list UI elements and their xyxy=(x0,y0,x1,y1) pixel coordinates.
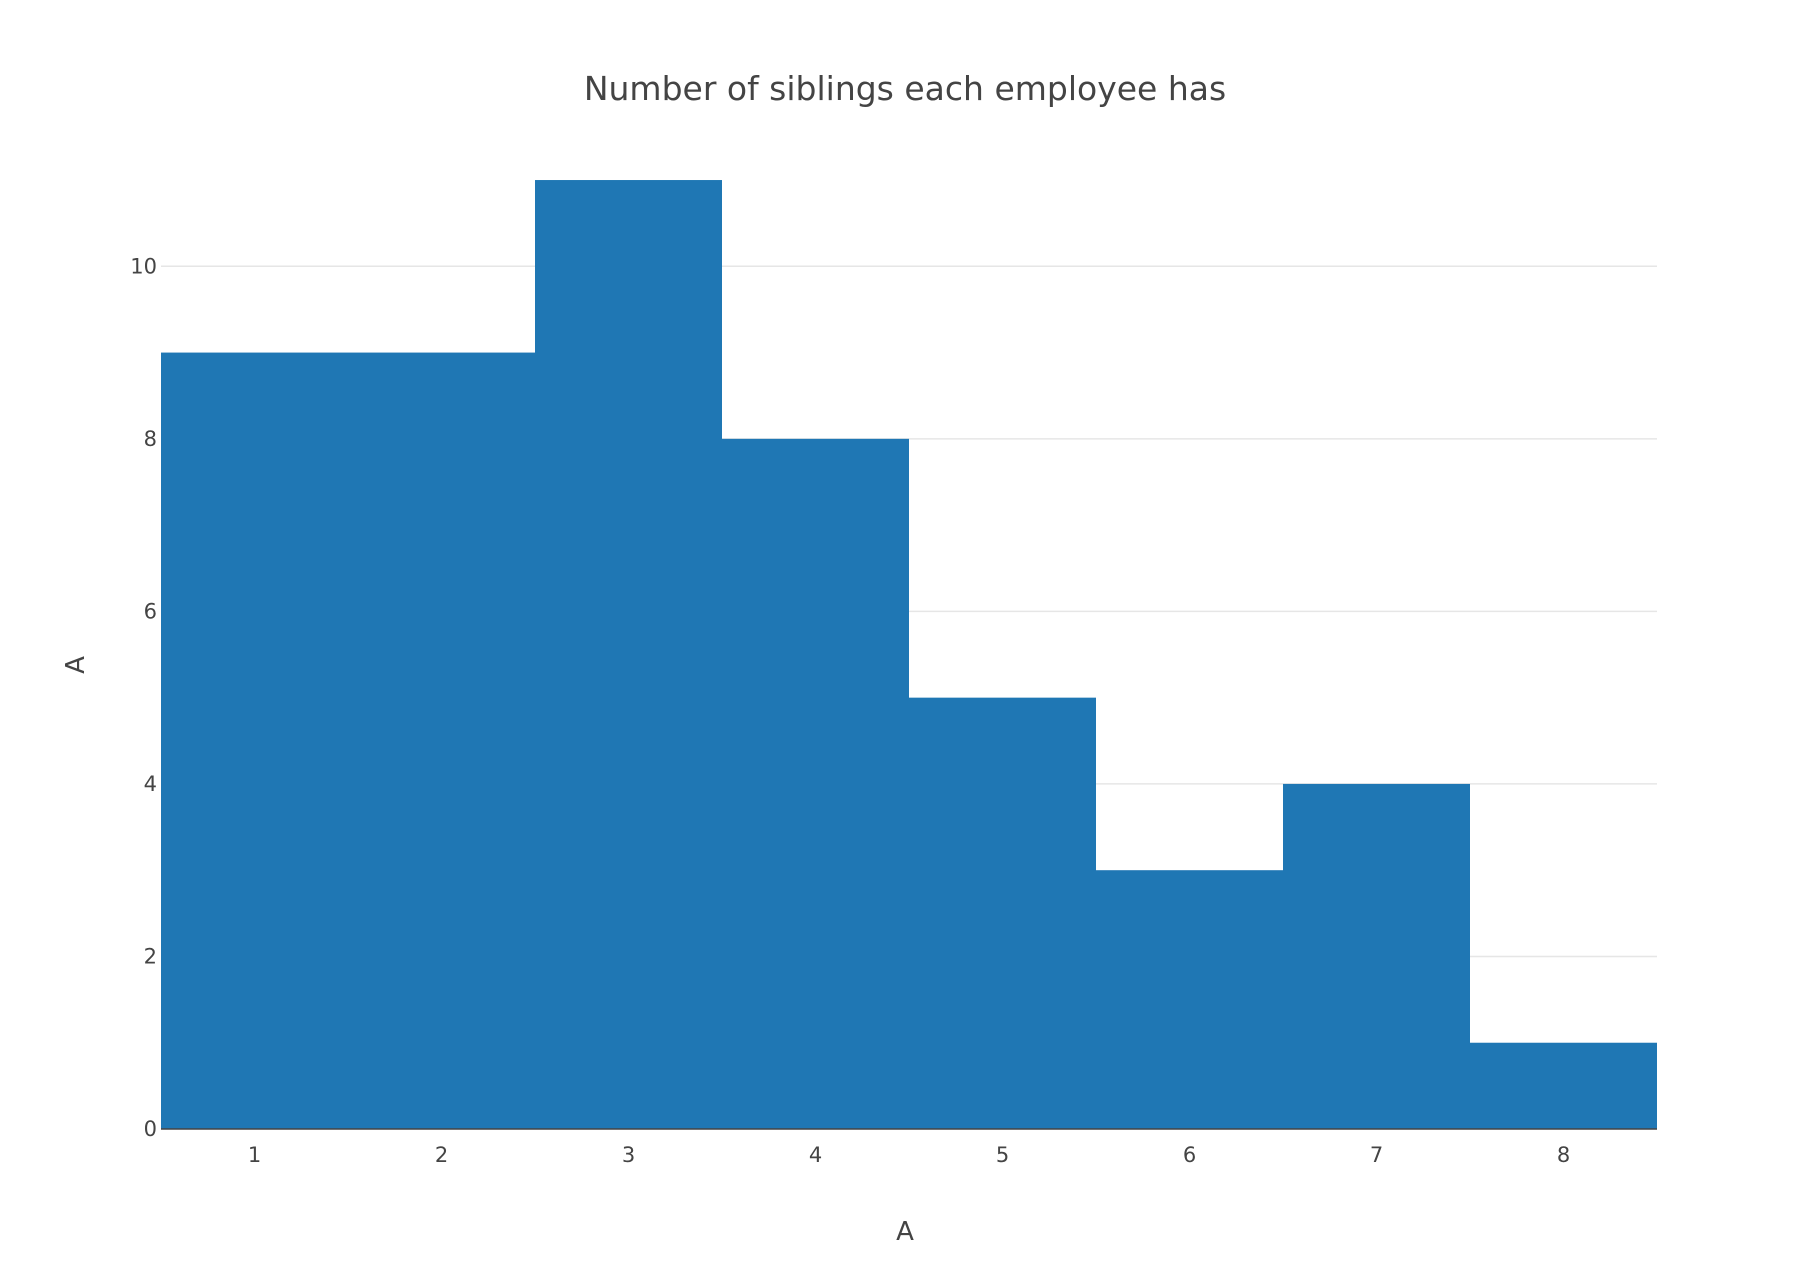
bar xyxy=(1096,870,1283,1129)
x-tick-label: 7 xyxy=(1370,1143,1383,1167)
bar xyxy=(348,352,535,1129)
x-tick-label: 6 xyxy=(1183,1143,1196,1167)
x-tick-label: 3 xyxy=(622,1143,635,1167)
y-tick-label: 8 xyxy=(144,427,157,451)
bars xyxy=(161,180,1657,1130)
bar xyxy=(722,438,909,1129)
x-tick-label: 1 xyxy=(248,1143,261,1167)
x-axis-label: A xyxy=(896,1217,914,1247)
y-axis-label: A xyxy=(61,656,91,674)
bar xyxy=(1470,1042,1657,1129)
bar xyxy=(1283,783,1470,1129)
y-tick-label: 6 xyxy=(144,599,157,623)
x-tick-label: 2 xyxy=(435,1143,448,1167)
x-tick-label: 4 xyxy=(809,1143,822,1167)
x-tick-label: 8 xyxy=(1557,1143,1570,1167)
bar xyxy=(535,180,722,1130)
y-tick-label: 0 xyxy=(144,1117,157,1141)
y-tick-label: 10 xyxy=(130,254,157,278)
bar xyxy=(161,352,348,1129)
y-tick-label: 4 xyxy=(144,772,157,796)
x-tick-label: 5 xyxy=(996,1143,1009,1167)
bar xyxy=(909,697,1096,1129)
chart-title: Number of siblings each employee has xyxy=(584,69,1226,108)
y-tick-label: 2 xyxy=(144,944,157,968)
